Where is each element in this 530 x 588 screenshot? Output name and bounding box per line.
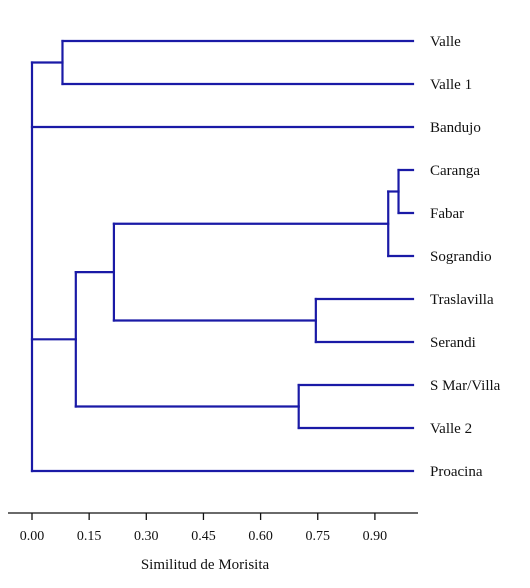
leaf-label: Traslavilla [430,292,494,308]
leaf-labels: Valle Valle 1 Bandujo Caranga Fabar Sograndio… [430,34,501,480]
leaf-label: Serandi [430,335,476,351]
x-tick-label: 0.60 [248,529,273,544]
leaf-label: Fabar [430,206,464,222]
x-tick-label: 0.30 [134,529,159,544]
leaf-label: Valle [430,34,461,50]
leaf-label: Caranga [430,163,480,179]
x-tick-label: 0.75 [306,529,331,544]
leaf-label: Proacina [430,464,483,480]
leaf-label: S Mar/Villa [430,378,501,394]
x-tick-label: 0.15 [77,529,102,544]
x-ticks: 0.00 0.15 0.30 0.45 0.60 0.75 0.90 [20,513,387,544]
leaf-label: Valle 2 [430,421,472,437]
x-tick-label: 0.00 [20,529,45,544]
x-tick-label: 0.45 [191,529,216,544]
x-axis-label: Similitud de Morisita [141,557,270,573]
leaf-label: Sograndio [430,249,492,265]
x-tick-label: 0.90 [363,529,388,544]
leaf-label: Valle 1 [430,77,472,93]
x-axis: 0.00 0.15 0.30 0.45 0.60 0.75 0.90 Similitud d… [8,512,418,573]
dendrogram-branches [30,39,415,473]
leaf-label: Bandujo [430,120,481,136]
